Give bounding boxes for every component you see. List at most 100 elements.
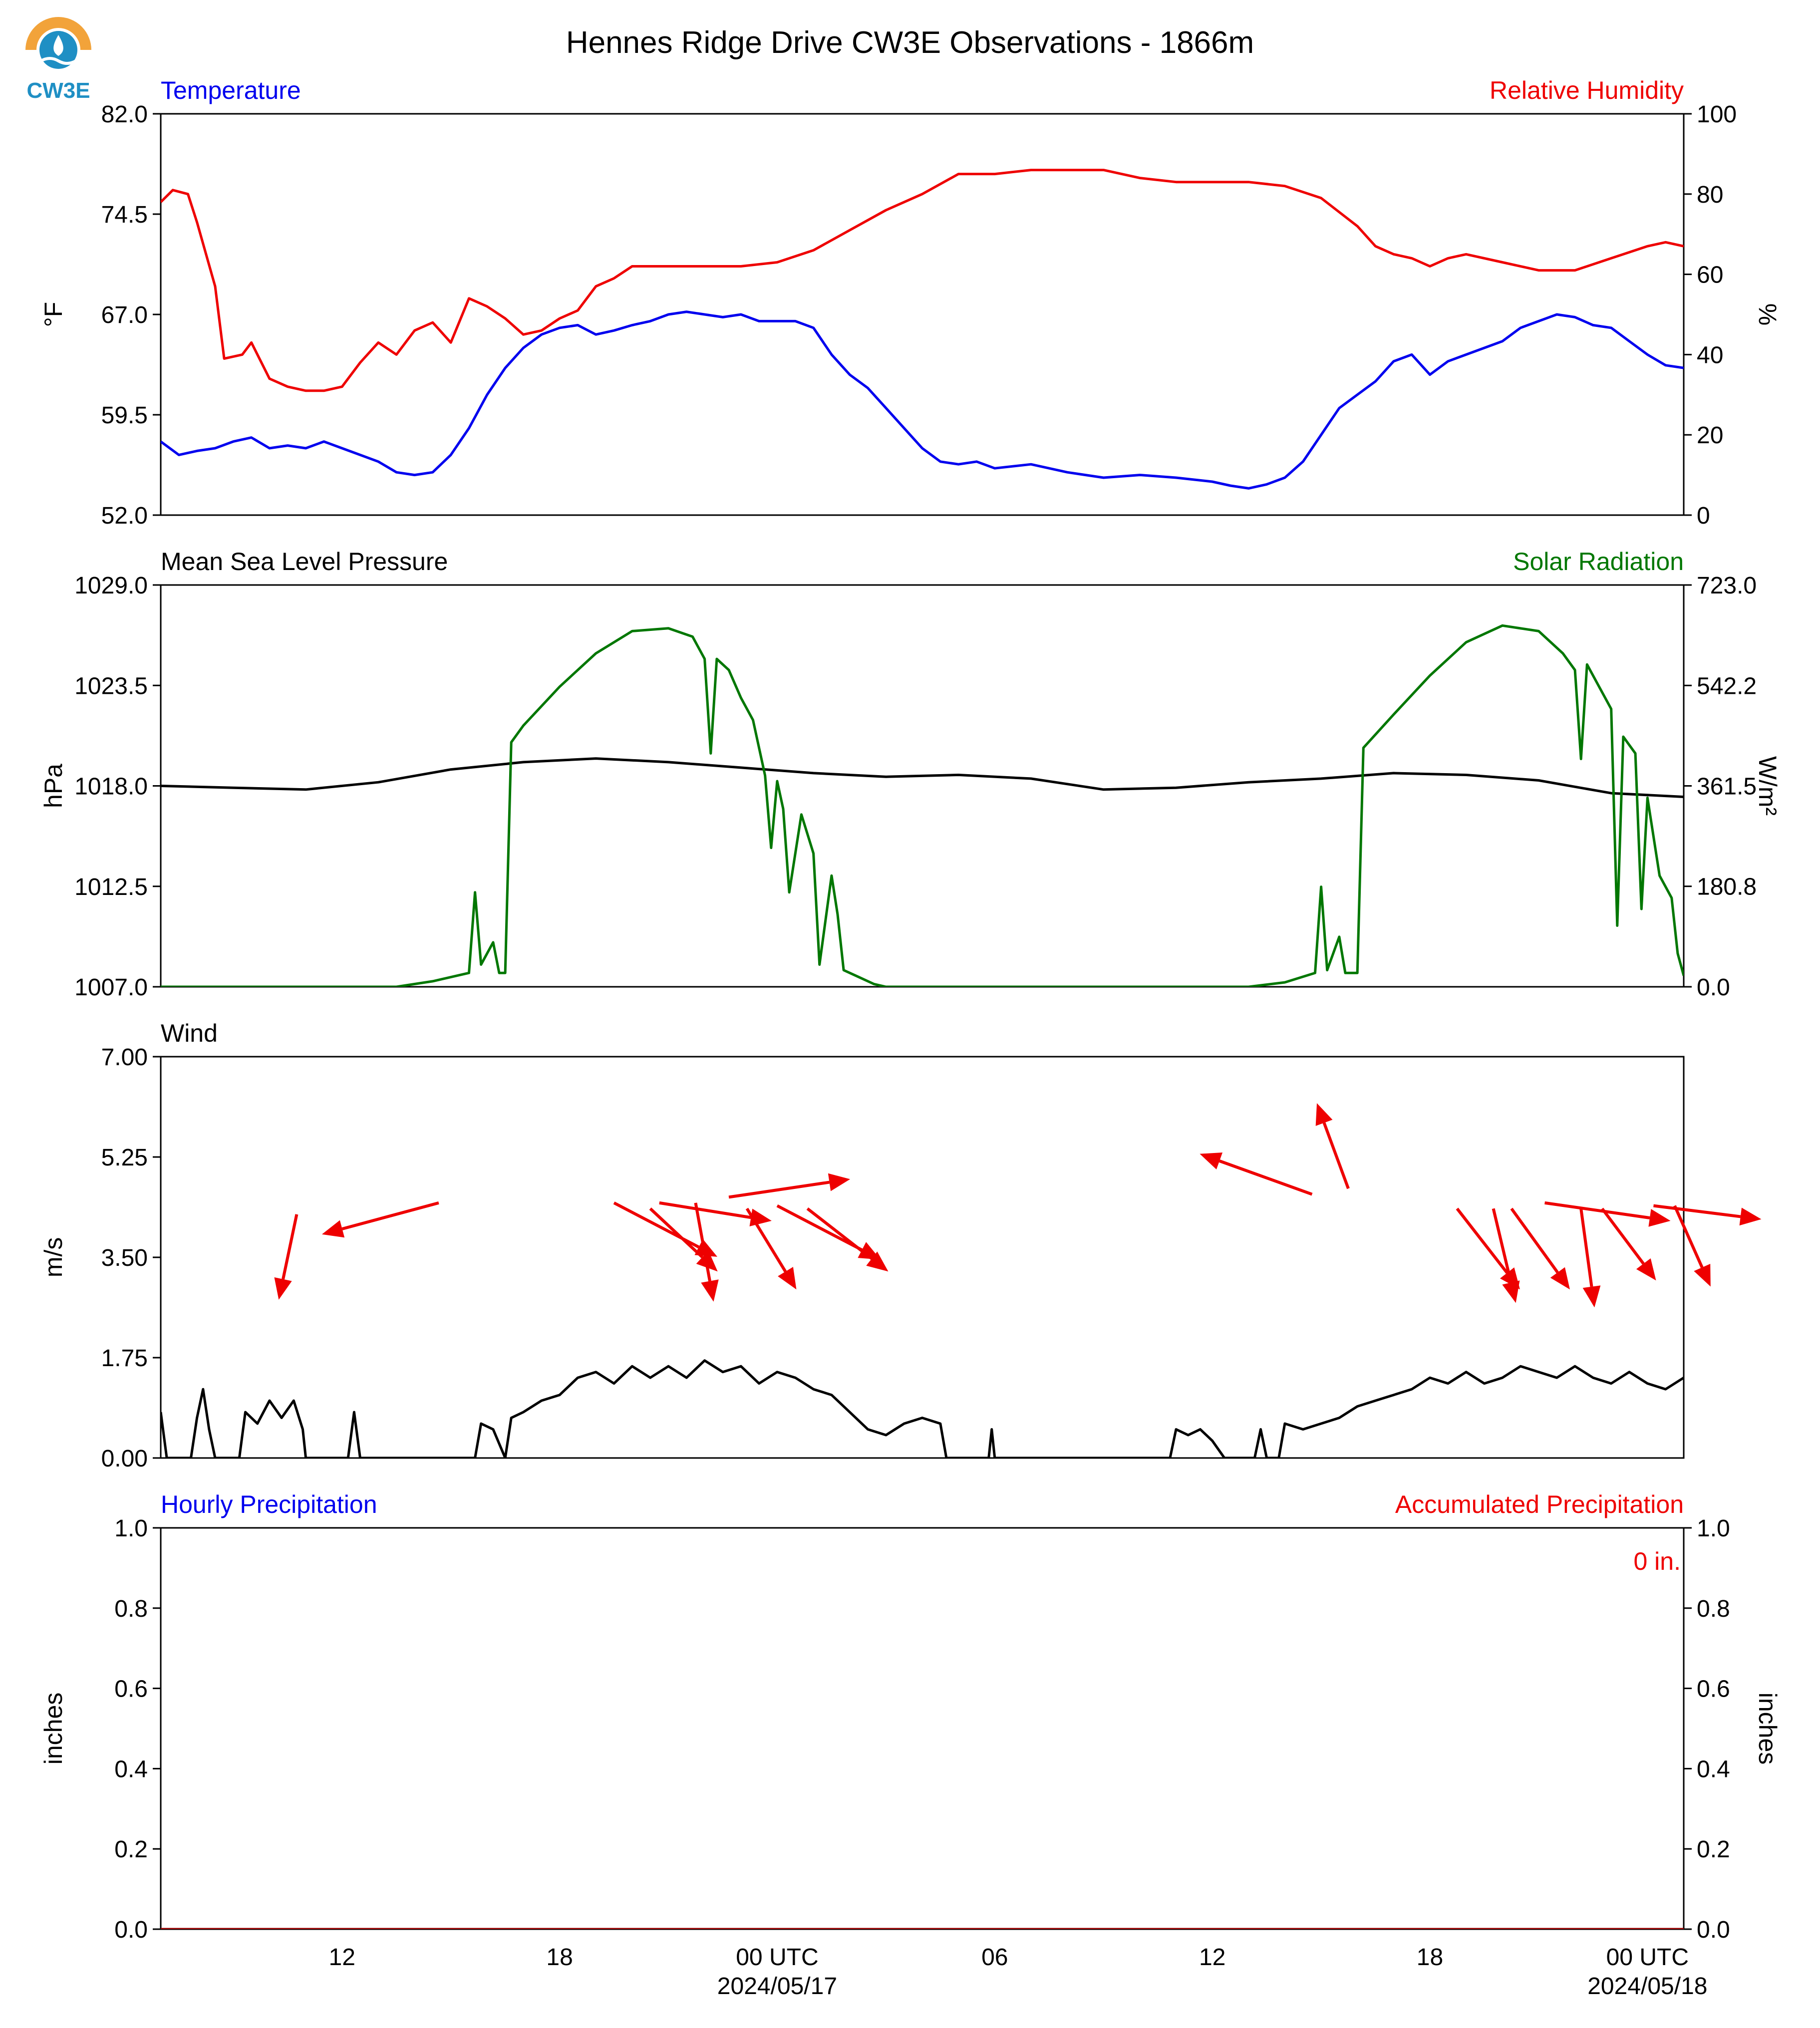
y-tick-label-right: 80 [1697,182,1723,208]
y-tick-label-right: 20 [1697,422,1723,449]
wind-vector-head [1582,1285,1601,1308]
y-tick-label-right: 40 [1697,342,1723,368]
y-axis-label-right: % [1754,303,1782,325]
y-tick-label-left: 1012.5 [74,874,148,900]
series-line-right [161,624,1684,987]
wind-vector-shaft [745,1207,787,1273]
panel-temperature_rh: Temperature Relative Humidity 52.0 59.5 67.0… [39,76,1782,529]
y-tick-label-left: 5.25 [101,1145,148,1171]
wind-vector [806,1207,889,1272]
wind-vector [1544,1201,1671,1227]
y-tick-label-left: 3.50 [101,1245,148,1271]
plot-frame [160,113,1685,516]
wind-vector-shaft [1579,1208,1593,1287]
y-tick-label-left: 1023.5 [74,673,148,699]
wind-vector-head [701,1279,719,1302]
wind-vector [728,1173,851,1199]
panel-title-right: Solar Radiation [1513,548,1684,576]
wind-vector-head [694,1239,718,1257]
x-tick-label: 00 UTC [1606,1944,1689,1971]
wind-vector-head [274,1277,292,1300]
wind-vector-head [778,1267,797,1290]
plot-frame [160,584,1685,988]
figure-title: Hennes Ridge Drive CW3E Observations - 1… [566,25,1254,60]
y-tick-label-right: 0.4 [1697,1756,1730,1782]
y-tick-label-right: 0.0 [1697,1917,1730,1943]
wind-vector-shaft [1322,1122,1350,1189]
y-axis-label-left: hPa [39,764,67,808]
y-tick-label-left: 59.5 [101,402,148,429]
wind-vector-shaft [1492,1208,1513,1283]
y-axis-label-left: inches [39,1693,67,1765]
wind-vector-shaft [728,1180,830,1199]
wind-vector [1315,1103,1350,1189]
wind-vector [694,1202,719,1302]
y-tick-label-left: 1.75 [101,1345,148,1372]
y-tick-label-right: 180.8 [1697,874,1757,900]
wind-vector [274,1214,299,1300]
y-tick-label-left: 52.0 [101,503,148,529]
wind-vector-head [1550,1267,1570,1290]
accumulated-precip-label: 0 in. [1633,1547,1681,1575]
y-tick-label-left: 1029.0 [74,573,148,599]
y-tick-label-left: 0.2 [114,1836,148,1863]
y-tick-label-right: 1.0 [1697,1515,1730,1542]
panel-title-left: Wind [161,1019,218,1047]
series-line-left [161,757,1684,798]
wind-vector-shaft [659,1201,751,1219]
y-tick-label-left: 1007.0 [74,974,148,1001]
panel-title-left: Temperature [161,76,301,104]
wind-vector-head [1648,1209,1671,1227]
wind-vector-shaft [1544,1201,1650,1219]
panel-precipitation: Hourly Precipitation Accumulated Precipit… [39,1490,1782,1943]
wind-vector-shaft [694,1202,711,1282]
logo-sun-ring-icon [25,17,91,50]
wind-vector [1673,1205,1711,1287]
x-tick-label: 12 [1199,1944,1225,1971]
y-tick-label-left: 0.00 [101,1446,148,1472]
panel-title-left: Hourly Precipitation [161,1490,377,1518]
y-tick-label-left: 82.0 [101,101,148,128]
y-tick-label-left: 0.0 [114,1917,148,1943]
wind-vector [1601,1207,1656,1281]
y-tick-label-right: 0.2 [1697,1836,1730,1863]
y-tick-label-left: 0.4 [114,1756,148,1782]
wind-vector-shaft [806,1207,873,1260]
wind-vector-head [866,1251,889,1272]
wind-vector-shaft [1653,1204,1741,1218]
wind-vector-shaft [1673,1205,1704,1268]
wind-vector-shaft [341,1201,439,1230]
wind-vector-shaft [649,1207,704,1258]
wind-vector-head [321,1220,345,1238]
wind-vector-shaft [1510,1207,1559,1274]
x-tick-label: 00 UTC [736,1944,818,1971]
y-tick-label-right: 361.5 [1697,774,1757,800]
y-tick-label-right: 0 [1697,503,1710,529]
y-tick-label-right: 100 [1697,101,1737,128]
y-tick-label-right: 60 [1697,262,1723,289]
y-tick-label-left: 1.0 [114,1515,148,1542]
wind-vector-head [1315,1103,1333,1126]
plot-frame [160,1527,1685,1930]
wind-vector [745,1207,797,1290]
panel-title-right: Accumulated Precipitation [1395,1490,1684,1518]
wind-vector-shaft [1601,1207,1645,1265]
y-tick-label-right: 542.2 [1697,673,1757,699]
y-tick-label-right: 0.0 [1697,974,1730,1001]
wind-vector-shaft [776,1204,863,1251]
y-axis-label-left: m/s [39,1237,67,1278]
panel-title-left: Mean Sea Level Pressure [161,548,448,576]
wind-vector [1200,1152,1313,1196]
panel-wind: Wind 0.00 1.75 3.50 5.25 7.00 m/s [39,1019,1762,1472]
wind-vector [1579,1208,1601,1308]
panel-title-right: Relative Humidity [1490,76,1684,104]
wind-vector [1510,1207,1570,1290]
panels: Temperature Relative Humidity 52.0 59.5 67.0… [39,76,1782,2000]
cw3e-logo: CW3E [25,17,91,103]
y-axis-label-right: W/m² [1754,756,1782,816]
wind-vector-shaft [1218,1159,1313,1196]
y-axis-label-left: °F [39,302,67,327]
wind-vector-head [828,1173,851,1191]
x-tick-date-label: 2024/05/17 [717,1973,837,2000]
